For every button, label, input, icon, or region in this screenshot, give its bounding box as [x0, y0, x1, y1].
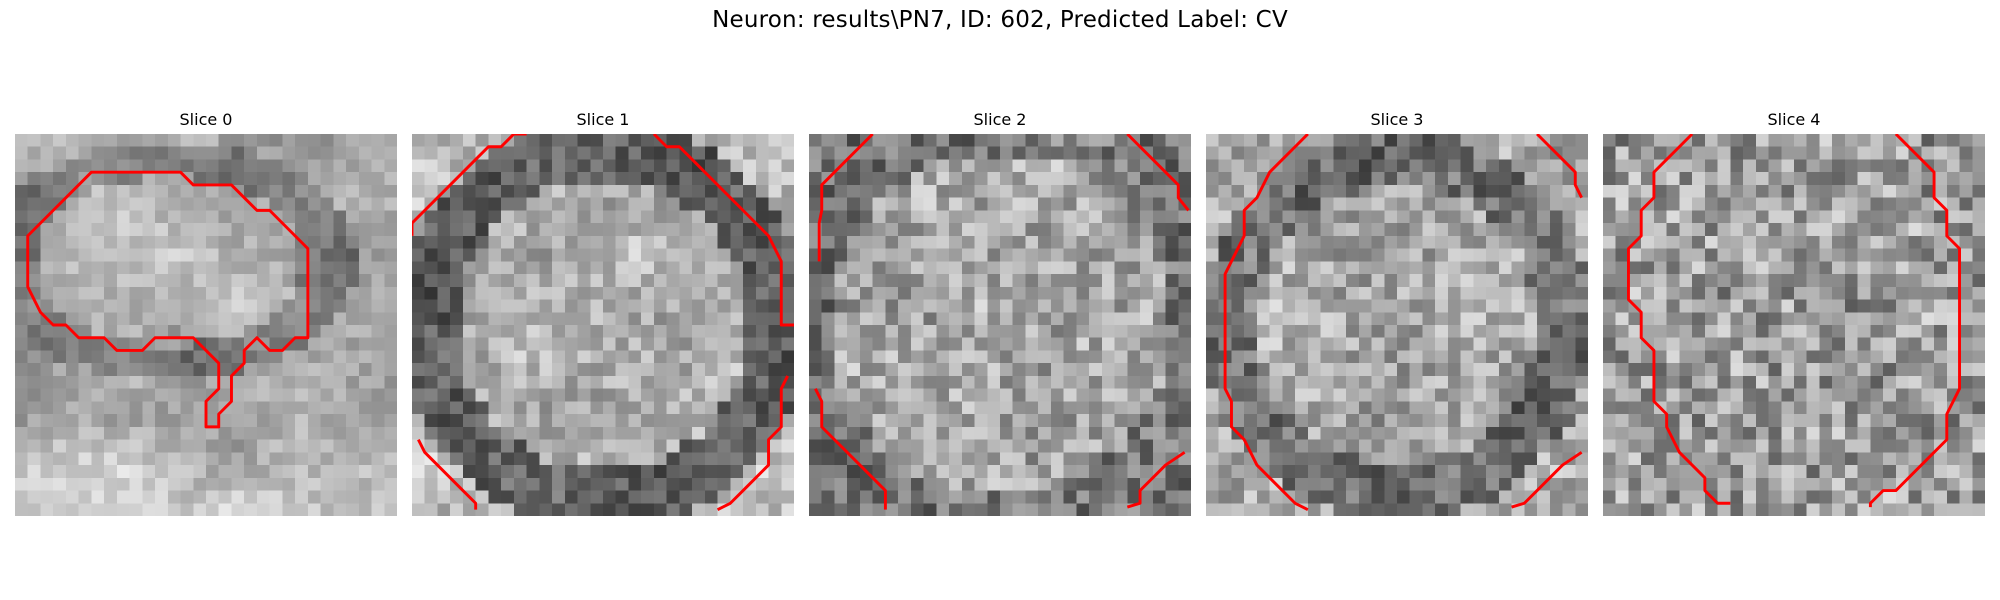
figure-title: Neuron: results\PN7, ID: 602, Predicted …	[712, 7, 1288, 33]
slice-title: Slice 4	[1767, 110, 1821, 129]
contour-line	[1868, 134, 1961, 508]
slice-image-3	[1206, 134, 1588, 516]
slice-title: Slice 1	[576, 110, 630, 129]
contour-line	[1223, 134, 1309, 511]
slice-image-4	[1603, 134, 1985, 516]
slice-image-0	[15, 134, 397, 516]
contour-line	[817, 134, 874, 262]
contour-line	[652, 134, 794, 327]
slice-image-2	[809, 134, 1191, 516]
contour-line	[412, 134, 527, 236]
contour-line	[1536, 134, 1583, 199]
slice-image-1	[412, 134, 794, 516]
contour-line	[1627, 134, 1731, 505]
slice-title: Slice 2	[973, 110, 1027, 129]
contour-line	[814, 388, 887, 510]
contour-line	[1126, 134, 1190, 212]
contour-line	[417, 438, 478, 510]
slice-title: Slice 3	[1370, 110, 1424, 129]
contour-line	[716, 375, 789, 511]
slice-title: Slice 0	[179, 110, 233, 129]
contour-line	[1511, 451, 1583, 509]
contour-line	[26, 170, 310, 429]
contour-line	[1126, 451, 1186, 509]
